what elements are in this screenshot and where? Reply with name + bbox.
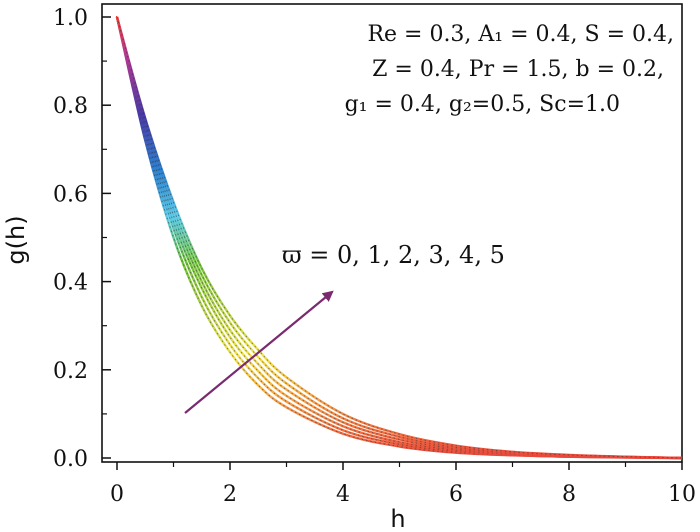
x-tick-label: 8 xyxy=(562,482,576,507)
series-line-2 xyxy=(115,16,683,460)
y-tick-label: 0.6 xyxy=(53,182,88,207)
y-tick-label: 1.0 xyxy=(53,6,88,31)
series-dots-3 xyxy=(116,16,683,459)
series-line-4 xyxy=(115,16,683,460)
series-line-1 xyxy=(115,16,683,460)
series-dots-1 xyxy=(116,16,683,459)
series-dots-5 xyxy=(116,16,683,459)
series-dots-0 xyxy=(116,16,683,459)
plot-frame xyxy=(101,3,683,463)
series-dots-2 xyxy=(116,16,683,459)
x-axis-title: h xyxy=(390,505,405,532)
param-line-2: Z = 0.4, Pr = 1.5, b = 0.2, xyxy=(372,57,664,82)
series-group xyxy=(115,16,683,460)
x-tick-label: 4 xyxy=(336,482,350,507)
series-line-5 xyxy=(115,16,683,460)
y-tick-label: 0.4 xyxy=(53,271,88,296)
y-tick-label: 0.2 xyxy=(53,359,88,384)
y-tick-label: 0.8 xyxy=(53,94,88,119)
param-line-1: Re = 0.3, A₁ = 0.4, S = 0.4, xyxy=(367,22,674,47)
y-axis-title: g(h) xyxy=(2,215,30,264)
x-tick-label: 0 xyxy=(110,482,124,507)
x-tick-label: 2 xyxy=(223,482,237,507)
x-tick-label: 6 xyxy=(449,482,463,507)
series-line-0 xyxy=(115,16,683,460)
trend-arrow xyxy=(184,290,334,414)
y-tick-label: 0.0 xyxy=(53,447,88,472)
series-line-3 xyxy=(115,16,683,460)
x-tick-label: 10 xyxy=(668,482,696,507)
arrow-label: ϖ = 0, 1, 2, 3, 4, 5 xyxy=(282,241,505,269)
series-dots-4 xyxy=(116,16,683,459)
param-line-3: g₁ = 0.4, g₂=0.5, Sc=1.0 xyxy=(345,92,620,117)
axis-ticks: 0 2 4 6 8 10 0.0 0.2 0.4 0.6 0.8 1.0 xyxy=(53,6,696,507)
